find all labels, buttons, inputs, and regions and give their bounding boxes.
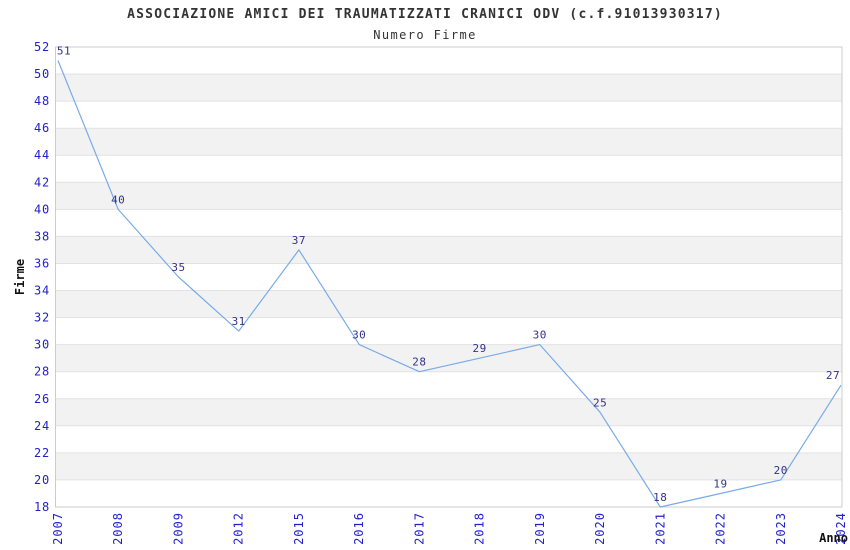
y-tick-label: 22 <box>34 446 50 460</box>
value-label: 40 <box>111 193 125 206</box>
grid-band <box>55 398 842 426</box>
value-label: 27 <box>826 369 840 382</box>
value-label: 37 <box>292 234 306 247</box>
x-tick-label: 2009 <box>172 512 186 545</box>
value-label: 25 <box>593 396 607 409</box>
grid-band <box>55 452 842 480</box>
plot-border <box>55 46 843 508</box>
y-tick-label: 34 <box>34 284 50 298</box>
grid-band <box>55 182 842 210</box>
chart-subtitle: Numero Firme <box>373 28 477 42</box>
grid-band <box>55 128 842 156</box>
grid-band <box>55 236 842 264</box>
y-axis-title: Firme <box>13 259 27 295</box>
y-tick-label: 46 <box>34 121 50 135</box>
y-tick-label: 42 <box>34 175 50 189</box>
y-tick-label: 50 <box>34 67 50 81</box>
y-tick-label: 28 <box>34 365 50 379</box>
x-tick-label: 2016 <box>352 512 366 545</box>
x-tick-label: 2017 <box>412 512 426 545</box>
x-tick-label: 2022 <box>714 512 728 545</box>
y-tick-label: 40 <box>34 202 50 216</box>
y-tick-label: 44 <box>34 148 50 162</box>
x-axis-title: Anno <box>819 531 848 545</box>
value-label: 28 <box>412 356 426 369</box>
x-tick-label: 2021 <box>653 512 667 545</box>
value-label: 30 <box>352 329 366 342</box>
y-tick-label: 32 <box>34 311 50 325</box>
x-tick-label: 2024 <box>834 512 848 545</box>
y-tick-label: 26 <box>34 392 50 406</box>
x-tick-label: 2019 <box>533 512 547 545</box>
y-tick-label: 38 <box>34 229 50 243</box>
value-label: 20 <box>774 464 788 477</box>
value-label: 30 <box>533 329 547 342</box>
grid-band <box>55 74 842 102</box>
value-label: 18 <box>653 491 667 504</box>
y-tick-label: 48 <box>34 94 50 108</box>
data-line <box>57 60 842 508</box>
grid-band <box>55 290 842 318</box>
value-label: 29 <box>472 342 486 355</box>
x-tick-label: 2012 <box>232 512 246 545</box>
value-label: 35 <box>171 261 185 274</box>
y-tick-label: 36 <box>34 257 50 271</box>
y-tick-label: 18 <box>34 500 50 514</box>
x-tick-label: 2020 <box>593 512 607 545</box>
value-label: 51 <box>57 45 71 58</box>
x-tick-label: 2007 <box>51 512 65 545</box>
value-label: 19 <box>713 478 727 491</box>
value-label: 31 <box>232 315 246 328</box>
grid-band <box>55 344 842 372</box>
x-tick-label: 2023 <box>774 512 788 545</box>
y-tick-label: 52 <box>34 40 50 54</box>
y-tick-label: 20 <box>34 473 50 487</box>
y-tick-label: 24 <box>34 419 50 433</box>
x-tick-label: 2018 <box>473 512 487 545</box>
y-tick-label: 30 <box>34 338 50 352</box>
x-tick-label: 2015 <box>292 512 306 545</box>
chart-title: ASSOCIAZIONE AMICI DEI TRAUMATIZZATI CRA… <box>127 7 723 22</box>
x-tick-label: 2008 <box>111 512 125 545</box>
